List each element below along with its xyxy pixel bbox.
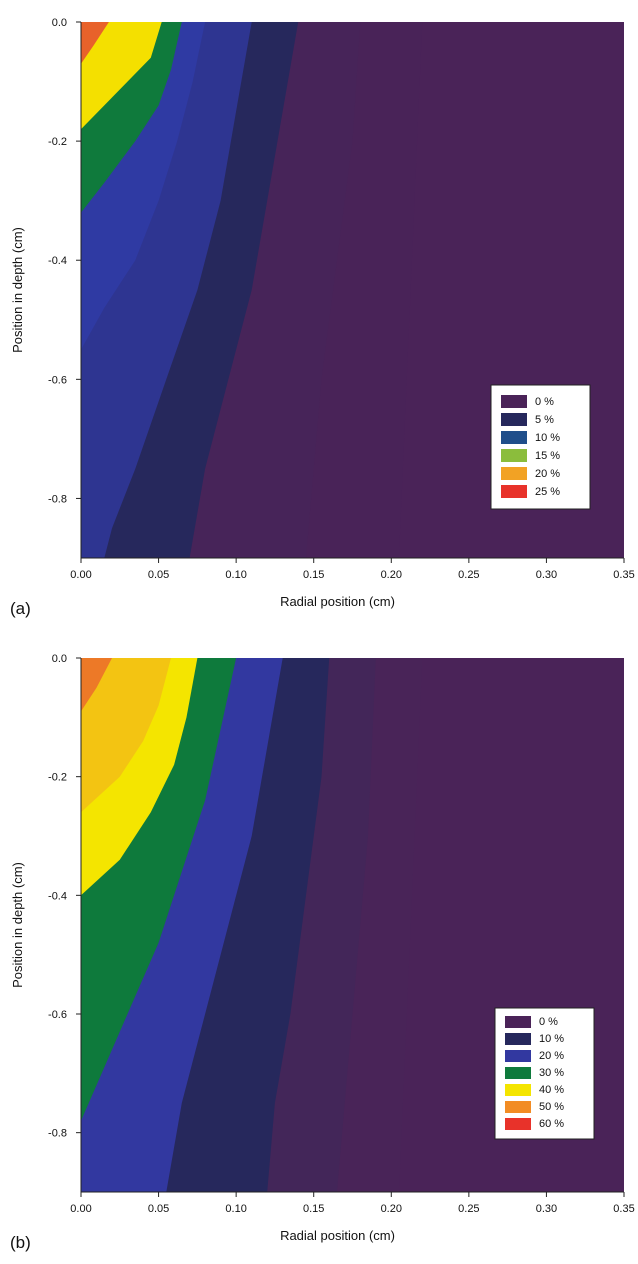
legend-swatch xyxy=(505,1016,531,1028)
y-axis-label: Position in depth (cm) xyxy=(10,862,25,988)
contour-region-20 xyxy=(81,22,162,130)
y-tick-label: -0.4 xyxy=(48,255,67,267)
x-tick-label: 0.10 xyxy=(225,1203,246,1215)
contour-fill-group xyxy=(81,22,423,558)
x-tick-label: 0.25 xyxy=(458,569,479,581)
x-tick-label: 0.15 xyxy=(303,1203,324,1215)
x-axis-label: Radial position (cm) xyxy=(280,1228,395,1243)
x-tick-label: 0.05 xyxy=(148,569,169,581)
contour-region-45 xyxy=(81,658,171,813)
y-tick-label: -0.2 xyxy=(48,772,67,784)
x-axis-label: Radial position (cm) xyxy=(280,594,395,609)
legend-label: 0 % xyxy=(535,396,554,408)
legend-label: 50 % xyxy=(539,1101,564,1113)
x-tick-label: 0.20 xyxy=(381,569,402,581)
x-tick-label: 0.30 xyxy=(536,1203,557,1215)
x-tick-label: 0.05 xyxy=(148,1203,169,1215)
panel-label: (a) xyxy=(10,599,31,618)
legend-swatch xyxy=(501,449,527,462)
legend-label: 10 % xyxy=(535,432,560,444)
legend-swatch xyxy=(505,1067,531,1079)
legend-swatch xyxy=(505,1033,531,1045)
y-axis-label: Position in depth (cm) xyxy=(10,227,25,353)
legend-swatch xyxy=(501,485,527,498)
contour-chart-a: 0.00 0.05 0.10 0.15 0.20 0.25 0.30 0.35 0.0 -0.2 -… xyxy=(10,17,635,618)
x-tick-label: 0.15 xyxy=(303,569,324,581)
y-tick-label: 0.0 xyxy=(52,17,67,29)
x-tick-label: 0.20 xyxy=(381,1203,402,1215)
legend-label: 25 % xyxy=(535,486,560,498)
y-tick-label: 0.0 xyxy=(52,653,67,665)
legend-label: 30 % xyxy=(539,1067,564,1079)
x-tick-label: 0.00 xyxy=(70,1203,91,1215)
legend-label: 20 % xyxy=(539,1050,564,1062)
y-tick-label: -0.8 xyxy=(48,1128,67,1140)
y-tick-label: -0.8 xyxy=(48,493,67,505)
legend-label: 15 % xyxy=(535,450,560,462)
chart-panel-b: 0.00 0.05 0.10 0.15 0.20 0.25 0.30 0.35 0.0 -0.2 -… xyxy=(0,632,638,1264)
legend-label: 60 % xyxy=(539,1118,564,1130)
legend-swatch xyxy=(501,413,527,426)
legend-label: 40 % xyxy=(539,1084,564,1096)
legend-swatch xyxy=(505,1084,531,1096)
x-tick-label: 0.35 xyxy=(613,569,634,581)
x-tick-label: 0.25 xyxy=(458,1203,479,1215)
contour-fill-group xyxy=(81,658,423,1192)
legend-swatch xyxy=(505,1118,531,1130)
legend-swatch xyxy=(501,431,527,444)
y-tick-label: -0.2 xyxy=(48,136,67,148)
legend-label: 0 % xyxy=(539,1016,558,1028)
x-tick-label: 0.00 xyxy=(70,569,91,581)
panel-label: (b) xyxy=(10,1233,31,1252)
contour-region-25 xyxy=(81,22,109,64)
legend-label: 5 % xyxy=(535,414,554,426)
contour-chart-b: 0.00 0.05 0.10 0.15 0.20 0.25 0.30 0.35 0.0 -0.2 -… xyxy=(10,653,635,1252)
x-tick-label: 0.35 xyxy=(613,1203,634,1215)
x-tick-label: 0.30 xyxy=(536,569,557,581)
legend-swatch xyxy=(505,1050,531,1062)
y-tick-label: -0.6 xyxy=(48,374,67,386)
contour-region-55 xyxy=(81,658,112,712)
legend-label: 20 % xyxy=(535,468,560,480)
legend-swatch xyxy=(501,395,527,408)
legend-label: 10 % xyxy=(539,1033,564,1045)
y-tick-label: -0.6 xyxy=(48,1009,67,1021)
y-tick-label: -0.4 xyxy=(48,890,67,902)
chart-panel-a: 0.00 0.05 0.10 0.15 0.20 0.25 0.30 0.35 0.0 -0.2 -… xyxy=(10,17,635,618)
x-tick-label: 0.10 xyxy=(225,569,246,581)
legend-swatch xyxy=(501,467,527,480)
legend-swatch xyxy=(505,1101,531,1113)
